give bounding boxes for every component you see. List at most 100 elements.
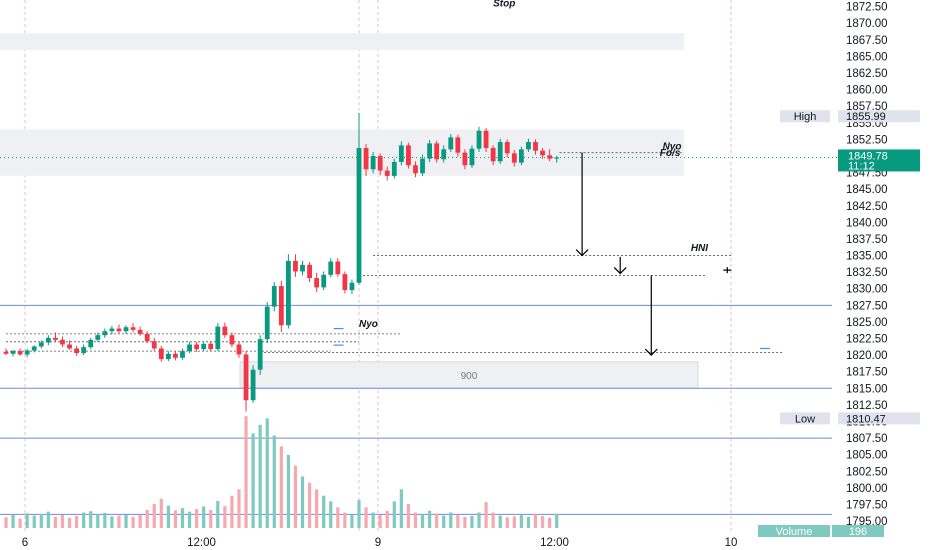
volume-bar bbox=[230, 495, 234, 528]
candle-body bbox=[483, 130, 489, 149]
chart-grid bbox=[24, 0, 732, 531]
zone-label: 900 bbox=[461, 371, 478, 382]
candle-body bbox=[271, 286, 277, 307]
price-tick-label: 1825.00 bbox=[846, 317, 888, 329]
candle-body bbox=[328, 261, 334, 275]
candle-body bbox=[526, 142, 531, 150]
candle-body bbox=[180, 351, 185, 358]
arrow-head bbox=[575, 249, 589, 257]
volume-bar bbox=[251, 433, 255, 528]
volume-bar bbox=[279, 446, 283, 528]
volume-bar bbox=[53, 516, 58, 528]
candle-body bbox=[462, 152, 468, 166]
volume-value: 196 bbox=[849, 526, 867, 538]
annotation-label: Nyo bbox=[359, 319, 378, 330]
price-tick-label: 1797.50 bbox=[846, 499, 888, 511]
candle-body bbox=[540, 150, 545, 156]
price-tick-label: 1840.00 bbox=[846, 217, 888, 229]
volume-bar bbox=[180, 508, 185, 528]
candle-body bbox=[504, 142, 510, 154]
candle-body bbox=[229, 335, 235, 345]
volume-bar bbox=[477, 512, 481, 528]
volume-bar bbox=[166, 505, 170, 528]
price-tick-label: 1872.50 bbox=[846, 2, 888, 14]
candle-body bbox=[187, 344, 192, 352]
candle-body bbox=[497, 142, 503, 162]
volume-label: Volume bbox=[776, 526, 813, 538]
candle-body bbox=[511, 153, 517, 163]
volume-bar bbox=[202, 506, 206, 528]
volume-bar bbox=[216, 500, 220, 528]
low-value: 1810.47 bbox=[846, 413, 886, 425]
price-tick-label: 1845.00 bbox=[846, 184, 888, 196]
candle-body bbox=[215, 326, 221, 350]
volume-bars bbox=[4, 416, 559, 528]
price-tick-label: 1805.00 bbox=[846, 450, 888, 462]
price-tick-label: 1832.50 bbox=[846, 267, 888, 279]
price-tick-label: 1837.50 bbox=[846, 234, 888, 246]
candle-body bbox=[116, 328, 122, 332]
candle-body bbox=[554, 157, 560, 159]
candle-body bbox=[45, 337, 51, 343]
volume-bar bbox=[159, 498, 163, 528]
volume-bar bbox=[293, 465, 298, 528]
cross-marker bbox=[723, 267, 732, 274]
volume-bar bbox=[4, 517, 8, 528]
volume-bar bbox=[456, 515, 460, 528]
candle-body bbox=[130, 327, 136, 330]
volume-bar bbox=[505, 517, 509, 528]
time-tick-label: 12:00 bbox=[187, 537, 216, 549]
candle-body bbox=[173, 353, 178, 358]
candle-body bbox=[455, 137, 461, 153]
candle-body bbox=[151, 341, 157, 349]
candle-body bbox=[194, 344, 200, 350]
volume-bar bbox=[152, 503, 156, 528]
volume-bar bbox=[67, 517, 72, 528]
candle-body bbox=[342, 274, 348, 291]
candle-body bbox=[123, 327, 129, 332]
volume-bar bbox=[124, 514, 128, 528]
volume-bar bbox=[406, 503, 411, 528]
candle-body bbox=[243, 354, 249, 401]
high-label-bg bbox=[780, 110, 830, 123]
volume-bar bbox=[519, 515, 523, 528]
volume-bar bbox=[103, 512, 107, 528]
candle-body bbox=[31, 346, 37, 351]
price-tick-label: 1830.00 bbox=[846, 284, 888, 296]
price-tick-label: 1865.00 bbox=[846, 51, 888, 63]
volume-bar bbox=[420, 514, 425, 528]
volume-bar bbox=[307, 482, 312, 528]
volume-bar bbox=[371, 512, 375, 528]
volume-bar bbox=[265, 418, 269, 528]
annotation-label: Stop bbox=[493, 0, 515, 10]
volume-bar bbox=[322, 495, 326, 528]
candle-body bbox=[236, 344, 242, 355]
candle-body bbox=[547, 155, 553, 159]
annotation-label: Nyo bbox=[663, 141, 682, 152]
volume-bar bbox=[145, 509, 149, 528]
candle-body bbox=[257, 339, 263, 370]
candle-body bbox=[434, 143, 440, 160]
time-axis[interactable]: 6 12:00 9 12:00 10 bbox=[22, 537, 738, 549]
volume-bar bbox=[484, 502, 488, 528]
candle-body bbox=[356, 148, 362, 283]
candle-body bbox=[533, 142, 538, 151]
volume-bar bbox=[533, 513, 538, 528]
price-tick-label: 1817.50 bbox=[846, 367, 888, 379]
candle-body bbox=[264, 306, 270, 340]
candle-body bbox=[53, 337, 58, 340]
volume-bar bbox=[378, 515, 382, 528]
volume-bar bbox=[75, 515, 79, 528]
price-tick-label: 1835.00 bbox=[846, 251, 888, 263]
price-axis[interactable]: 1872.50 1870.00 1867.50 1865.00 1862.50 1860.… bbox=[846, 2, 888, 528]
price-tick-label: 1822.50 bbox=[846, 334, 888, 346]
volume-bar bbox=[138, 515, 142, 528]
candle-body bbox=[95, 335, 101, 340]
candle-body bbox=[158, 348, 164, 360]
time-tick-label: 10 bbox=[725, 537, 738, 549]
price-tick-label: 1827.50 bbox=[846, 300, 888, 312]
price-tick-label: 1867.50 bbox=[846, 35, 888, 47]
volume-bar bbox=[286, 454, 290, 528]
